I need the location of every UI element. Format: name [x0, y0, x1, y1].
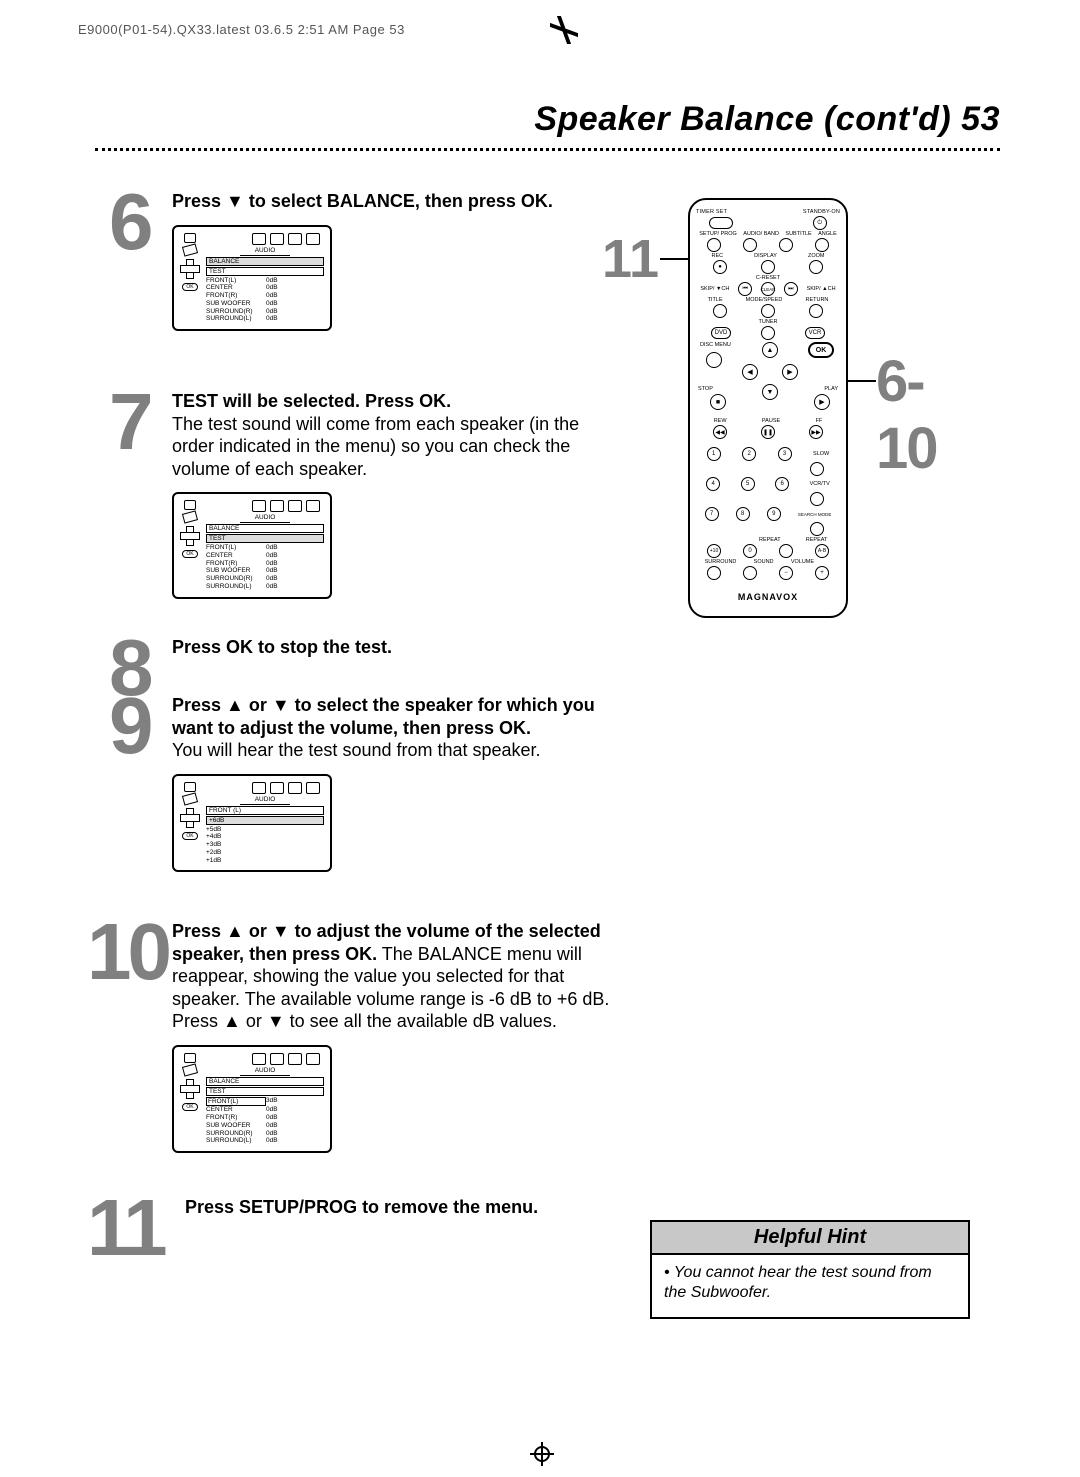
step-text: Press SETUP/PROG to remove the menu.	[185, 1196, 625, 1219]
step-6: 6 Press ▼ to select BALANCE, then press …	[115, 190, 625, 331]
step-number: 7	[109, 390, 154, 454]
step-text: Press ▲ or ▼ to adjust the volume of the…	[172, 920, 625, 1033]
cropmark-icon	[550, 16, 578, 44]
angle-button[interactable]	[815, 238, 829, 252]
up-button[interactable]: ▲	[762, 342, 778, 358]
audio-button[interactable]	[743, 238, 757, 252]
down-button[interactable]: ▼	[762, 384, 778, 400]
left-button[interactable]: ◀	[742, 364, 758, 380]
num-7[interactable]: 7	[705, 507, 719, 521]
print-header: E9000(P01-54).QX33.latest 03.6.5 2:51 AM…	[78, 22, 405, 37]
repeat-button[interactable]	[779, 544, 793, 558]
menu-diagram: OK AUDIO BALANCE TEST FRONT(L)0dB CENTER…	[172, 225, 332, 332]
register-mark-icon	[530, 1442, 554, 1466]
callout-6-10: 6-10	[876, 348, 970, 482]
menu-diagram: OK AUDIO BALANCE TEST FRONT(L)0dB CENTER…	[172, 492, 332, 599]
num-8[interactable]: 8	[736, 507, 750, 521]
rec-button[interactable]: ●	[713, 260, 727, 274]
skip-next-button[interactable]: ⏭	[784, 282, 798, 296]
menu-button[interactable]	[706, 352, 722, 368]
stop-button[interactable]: ■	[710, 394, 726, 410]
num-4[interactable]: 4	[706, 477, 720, 491]
search-button[interactable]	[810, 522, 824, 536]
return-button[interactable]	[809, 304, 823, 318]
page-title: Speaker Balance (cont'd) 53	[534, 100, 1000, 139]
rew-button[interactable]: ◀◀	[713, 425, 727, 439]
helpful-hint-box: Helpful Hint • You cannot hear the test …	[650, 1220, 970, 1319]
step-number: 11	[87, 1196, 164, 1260]
brand-label: MAGNAVOX	[696, 592, 840, 602]
step-number: 6	[109, 190, 154, 254]
step-10: 10 Press ▲ or ▼ to adjust the volume of …	[115, 920, 625, 1153]
num-9[interactable]: 9	[767, 507, 781, 521]
mode-button[interactable]	[761, 304, 775, 318]
step-11: 11 Press SETUP/PROG to remove the menu.	[115, 1196, 625, 1219]
step-text: Press ▼ to select BALANCE, then press OK…	[172, 190, 625, 213]
step-number: 10	[87, 920, 168, 984]
hint-title: Helpful Hint	[652, 1222, 968, 1255]
ok-button[interactable]: OK	[808, 342, 834, 358]
step-9: 9 Press ▲ or ▼ to select the speaker for…	[115, 694, 625, 872]
slow-button[interactable]	[810, 462, 824, 476]
setup-button[interactable]	[707, 238, 721, 252]
remote-diagram: 11 6-10 TIMER SETSTANDBY-ON ⏻ SETUP/ PRO…	[680, 198, 970, 618]
step-text: Press ▲ or ▼ to select the speaker for w…	[172, 694, 625, 762]
ff-button[interactable]: ▶▶	[809, 425, 823, 439]
step-8: 8 Press OK to stop the test.	[115, 636, 625, 659]
step-number: 9	[109, 694, 154, 758]
num-2[interactable]: 2	[742, 447, 756, 461]
timer-button[interactable]	[709, 217, 733, 229]
skip-prev-button[interactable]: ⏮	[738, 282, 752, 296]
step-text: TEST will be selected. Press OK. The tes…	[172, 390, 625, 480]
dvd-button[interactable]: DVD	[711, 327, 731, 339]
play-button[interactable]: ▶	[814, 394, 830, 410]
tuner-button[interactable]	[761, 326, 775, 340]
vol-up-button[interactable]: +	[815, 566, 829, 580]
plus10-button[interactable]: +10	[707, 544, 721, 558]
title-button[interactable]	[713, 304, 727, 318]
num-6[interactable]: 6	[775, 477, 789, 491]
divider	[95, 148, 1000, 151]
hint-body: • You cannot hear the test sound from th…	[652, 1255, 968, 1317]
num-3[interactable]: 3	[778, 447, 792, 461]
display-button[interactable]	[761, 260, 775, 274]
subtitle-button[interactable]	[779, 238, 793, 252]
clear-button[interactable]: CLEAR	[761, 282, 775, 296]
callout-11: 11	[602, 228, 659, 290]
nav-cluster: DISC MENU ▲ OK ◀ ▶ ▼ STOP ■ PLAY ▶	[696, 342, 840, 416]
vcrtv-button[interactable]	[810, 492, 824, 506]
num-0[interactable]: 0	[743, 544, 757, 558]
step-text: Press OK to stop the test.	[172, 636, 625, 659]
num-5[interactable]: 5	[741, 477, 755, 491]
vcr-button[interactable]: VCR	[805, 327, 825, 339]
menu-diagram: OK AUDIO FRONT (L) +6dB +5dB +4dB +3dB +…	[172, 774, 332, 873]
num-1[interactable]: 1	[707, 447, 721, 461]
pause-button[interactable]: ❚❚	[761, 425, 775, 439]
repeat-ab-button[interactable]: A-B	[815, 544, 829, 558]
right-button[interactable]: ▶	[782, 364, 798, 380]
surround-button[interactable]	[707, 566, 721, 580]
standby-button[interactable]: ⏻	[813, 216, 827, 230]
zoom-button[interactable]	[809, 260, 823, 274]
vol-down-button[interactable]: −	[779, 566, 793, 580]
sound-button[interactable]	[743, 566, 757, 580]
step-7: 7 TEST will be selected. Press OK. The t…	[115, 390, 625, 599]
menu-diagram: OK AUDIO BALANCE TEST FRONT(L)3dB CENTER…	[172, 1045, 332, 1154]
